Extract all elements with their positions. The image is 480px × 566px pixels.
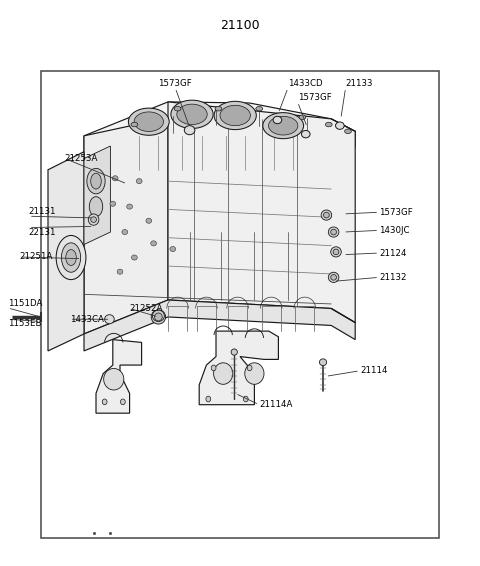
Ellipse shape [88,214,99,225]
Ellipse shape [206,396,211,402]
Ellipse shape [215,106,222,111]
Ellipse shape [333,249,339,255]
Ellipse shape [263,113,303,139]
Ellipse shape [331,247,341,257]
Text: 1573GF: 1573GF [379,208,413,217]
Ellipse shape [174,106,181,111]
Ellipse shape [170,246,176,251]
Ellipse shape [105,315,114,324]
Ellipse shape [214,363,233,384]
Text: 1153EB: 1153EB [8,319,41,328]
Text: 1430JC: 1430JC [379,226,410,235]
Ellipse shape [104,368,124,390]
Text: 1433CA: 1433CA [70,315,104,324]
Text: 21132: 21132 [379,273,407,282]
Text: 21253A: 21253A [65,154,98,163]
Ellipse shape [331,275,336,280]
Ellipse shape [243,396,248,402]
Ellipse shape [336,122,344,129]
Ellipse shape [89,196,103,217]
Text: 21133: 21133 [346,79,373,88]
Polygon shape [84,118,168,334]
Ellipse shape [211,365,216,371]
Ellipse shape [91,173,101,189]
Polygon shape [96,340,142,413]
Text: 21114: 21114 [360,366,387,375]
Ellipse shape [231,349,237,355]
Ellipse shape [122,230,128,235]
Polygon shape [84,146,110,245]
Ellipse shape [151,241,156,246]
Bar [41,71,439,538]
Ellipse shape [268,116,298,135]
Ellipse shape [61,243,81,272]
Text: 21251A: 21251A [19,252,53,261]
Ellipse shape [110,201,116,207]
Polygon shape [199,331,278,405]
Polygon shape [84,102,355,152]
Ellipse shape [328,227,339,237]
Text: 21100: 21100 [220,19,260,32]
Ellipse shape [325,122,332,127]
Ellipse shape [220,105,251,126]
Ellipse shape [102,399,107,405]
Ellipse shape [299,115,306,119]
Ellipse shape [146,218,152,224]
Ellipse shape [56,235,86,280]
Ellipse shape [273,117,282,123]
Ellipse shape [155,313,162,321]
Text: 22131: 22131 [29,228,56,237]
Text: 21252A: 21252A [130,304,163,313]
Polygon shape [168,102,355,323]
Ellipse shape [87,168,105,194]
Ellipse shape [151,310,166,324]
Ellipse shape [321,210,332,220]
Ellipse shape [127,204,132,209]
Ellipse shape [112,175,118,181]
Ellipse shape [324,212,329,218]
Text: 1433CD: 1433CD [288,79,323,88]
Ellipse shape [136,178,142,183]
Ellipse shape [129,108,169,135]
Ellipse shape [134,112,164,131]
Text: 21114A: 21114A [259,400,293,409]
Ellipse shape [214,101,256,130]
Text: 1573GF: 1573GF [158,79,192,88]
Polygon shape [48,152,84,351]
Ellipse shape [247,365,252,371]
Ellipse shape [256,106,263,111]
Ellipse shape [301,130,310,138]
Ellipse shape [153,310,164,321]
Text: 21124: 21124 [379,248,407,258]
Text: 1151DA: 1151DA [8,299,42,308]
Ellipse shape [132,255,137,260]
Ellipse shape [66,250,76,265]
Ellipse shape [320,359,327,366]
Ellipse shape [91,217,96,222]
Ellipse shape [177,104,207,125]
Ellipse shape [245,363,264,384]
Polygon shape [84,300,355,351]
Ellipse shape [117,269,123,275]
Ellipse shape [331,229,336,235]
Ellipse shape [120,399,125,405]
Ellipse shape [171,100,213,128]
Ellipse shape [345,129,351,134]
Text: 21131: 21131 [29,207,56,216]
Text: 1573GF: 1573GF [298,93,331,102]
Ellipse shape [328,272,339,282]
Ellipse shape [131,122,138,127]
Ellipse shape [184,126,195,135]
